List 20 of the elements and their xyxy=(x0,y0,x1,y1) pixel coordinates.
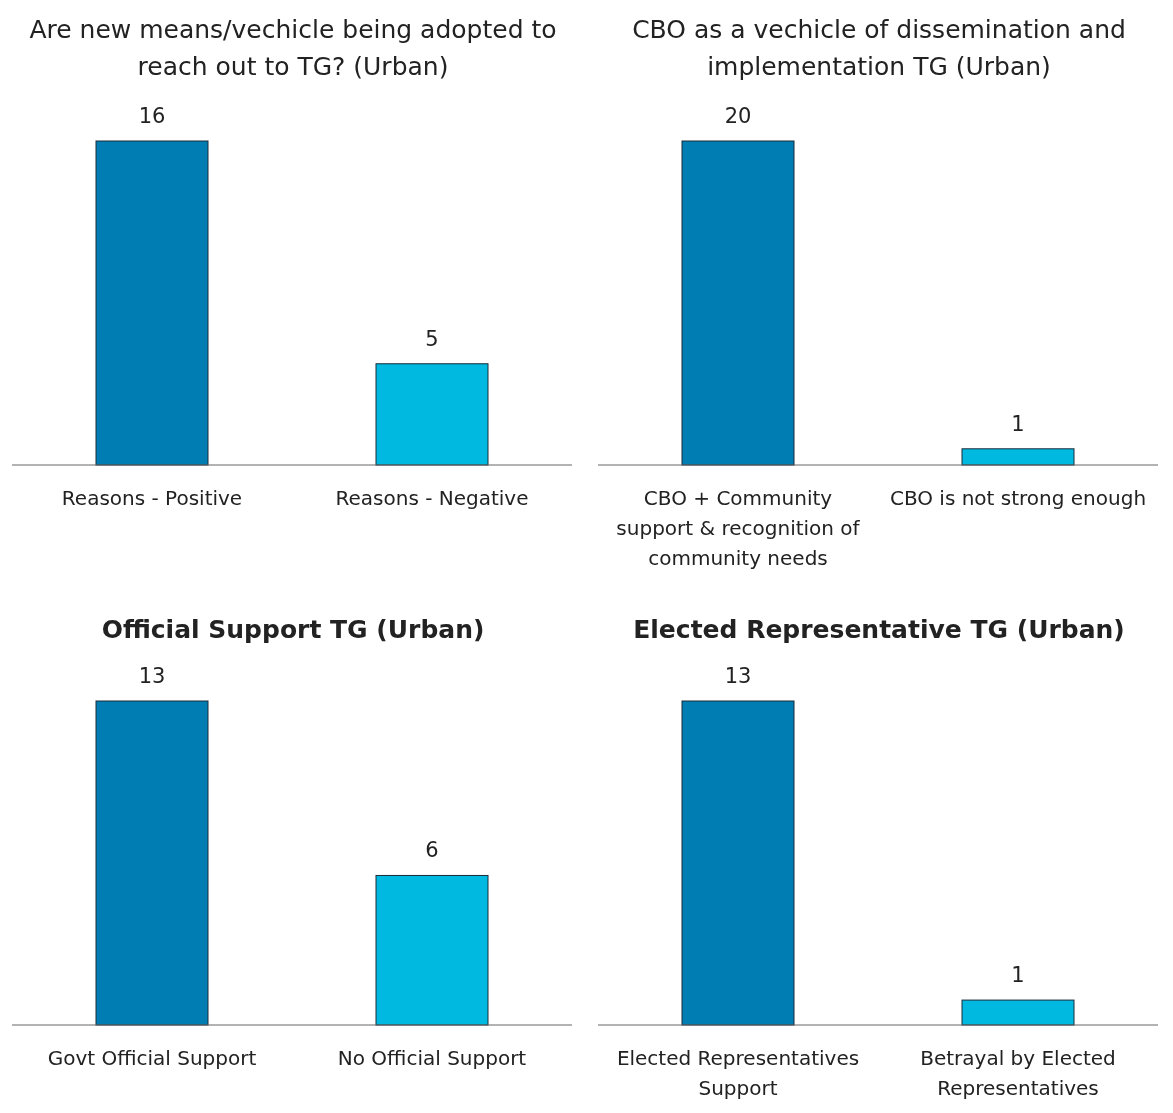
data-label: 16 xyxy=(138,104,166,128)
x-tick-label: CBO + Community support & recognition of community needs xyxy=(616,486,861,570)
x-tick-label: Reasons - Positive xyxy=(61,486,243,510)
data-label: 5 xyxy=(425,326,439,351)
data-label: 20 xyxy=(724,104,752,128)
x-tick-label: Betrayal by Elected Representatives xyxy=(920,1046,1116,1100)
x-tick-label: CBO is not strong enough xyxy=(889,486,1147,510)
data-label: 1 xyxy=(1011,411,1025,436)
data-label: 6 xyxy=(425,838,439,863)
data-label: 1 xyxy=(1011,963,1025,988)
chart-title: CBO as a vechicle of dissemination and implementation TG (Urban) xyxy=(632,15,1126,81)
x-tick-label: Govt Official Support xyxy=(47,1046,257,1070)
chart-title: Official Support TG (Urban) xyxy=(101,615,485,644)
data-label: 13 xyxy=(724,664,752,688)
x-tick-label: Elected Representatives Support xyxy=(616,1046,860,1100)
chart-title: Elected Representative TG (Urban) xyxy=(633,615,1125,644)
x-tick-label: Reasons - Negative xyxy=(335,486,529,510)
chart-title: Are new means/vechicle being adopted to reach out to TG? (Urban) xyxy=(29,15,557,81)
x-tick-label: No Official Support xyxy=(337,1046,527,1070)
data-label: 13 xyxy=(138,664,166,688)
